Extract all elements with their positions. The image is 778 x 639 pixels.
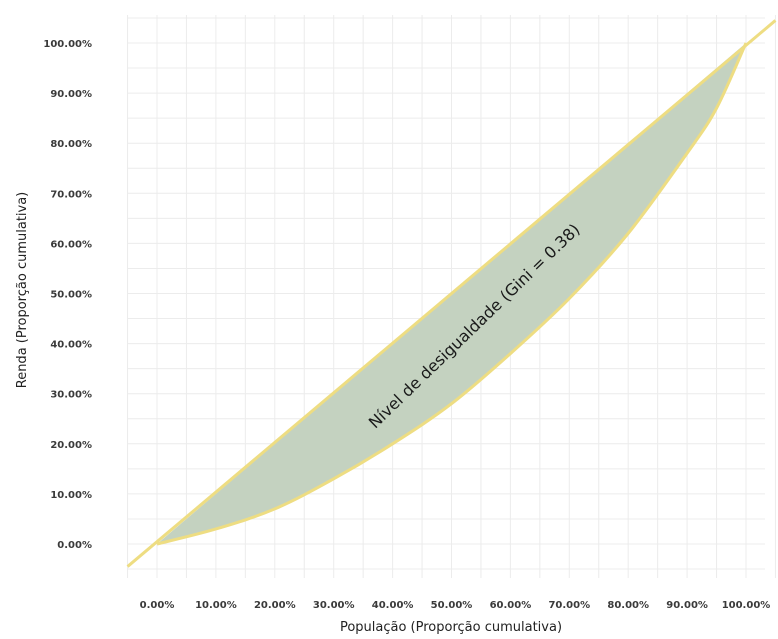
x-tick-label: 40.00% <box>372 600 414 611</box>
y-axis-title: Renda (Proporção cumulativa) <box>15 192 30 389</box>
y-tick-label: 80.00% <box>50 139 92 150</box>
x-axis-ticks: 0.00% 10.00% 20.00% 30.00% 40.00% 50.00% 60.00… <box>140 600 771 611</box>
x-tick-label: 50.00% <box>431 600 473 611</box>
y-tick-label: 50.00% <box>50 290 92 301</box>
x-tick-label: 60.00% <box>490 600 532 611</box>
x-tick-label: 30.00% <box>313 600 355 611</box>
y-tick-label: 90.00% <box>50 89 92 100</box>
x-tick-label: 70.00% <box>548 600 590 611</box>
y-tick-label: 0.00% <box>57 540 92 551</box>
y-tick-label: 20.00% <box>50 440 92 451</box>
lorenz-curve <box>156 42 748 546</box>
equality-line <box>126 19 777 568</box>
y-tick-label: 100.00% <box>43 39 92 50</box>
y-tick-label: 40.00% <box>50 340 92 351</box>
y-tick-label: 10.00% <box>50 490 92 501</box>
x-tick-label: 20.00% <box>254 600 296 611</box>
x-tick-label: 0.00% <box>140 600 175 611</box>
x-tick-label: 90.00% <box>666 600 708 611</box>
y-tick-label: 70.00% <box>50 189 92 200</box>
x-axis-title: População (Proporção cumulativa) <box>340 620 562 635</box>
y-tick-label: 30.00% <box>50 390 92 401</box>
x-tick-label: 10.00% <box>195 600 237 611</box>
gini-annotation: Nível de desigualdade (Gini = 0.38) <box>365 220 584 432</box>
x-tick-label: 80.00% <box>607 600 649 611</box>
x-tick-label: 100.00% <box>722 600 771 611</box>
y-axis-ticks: 0.00% 10.00% 20.00% 30.00% 40.00% 50.00% 60.00… <box>43 39 92 551</box>
y-tick-label: 60.00% <box>50 239 92 250</box>
